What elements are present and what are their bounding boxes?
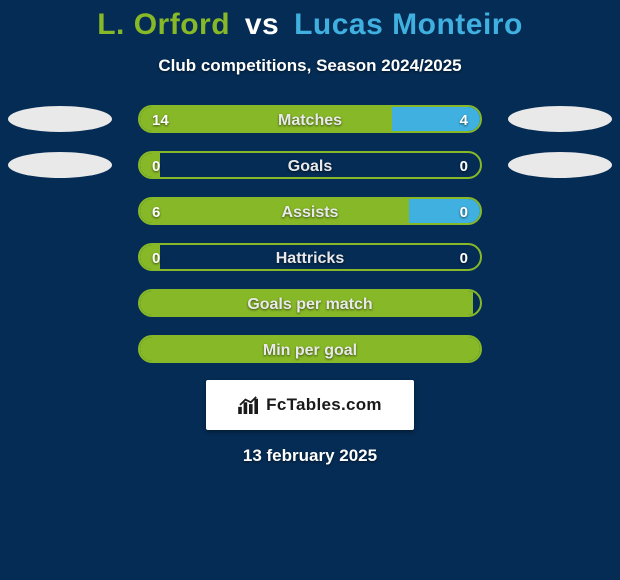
stat-value-left: 0: [140, 153, 172, 179]
chart-icon: [238, 396, 260, 414]
player2-name: Lucas Monteiro: [294, 8, 523, 41]
stat-value-right: 0: [448, 199, 480, 225]
logo-text: FcTables.com: [266, 395, 382, 415]
logo-badge[interactable]: FcTables.com: [206, 380, 414, 430]
avatar-ellipse-left: [8, 106, 112, 132]
stat-row: Hattricks0 0: [0, 242, 620, 272]
stat-value-right: 0: [448, 153, 480, 179]
stat-bar: Hattricks0 0: [138, 243, 482, 271]
stat-row: Assists6 0: [0, 196, 620, 226]
avatar-ellipse-right: [508, 106, 612, 132]
stat-value-right: 0: [448, 245, 480, 271]
stat-row: Matches14 4: [0, 104, 620, 134]
stat-bar: Assists6 0: [138, 197, 482, 225]
avatar-ellipse-left: [8, 152, 112, 178]
stat-bar: Goals0 0: [138, 151, 482, 179]
stat-value-right: 4: [448, 107, 480, 133]
snapshot-date: 13 february 2025: [0, 446, 620, 466]
stat-label: Hattricks: [140, 245, 480, 271]
stat-label: Assists: [140, 199, 480, 225]
vs-label: vs: [245, 8, 279, 41]
stat-label: Matches: [140, 107, 480, 133]
stat-rows: Matches144Goals00Assists60Hattricks00Goa…: [0, 104, 620, 364]
stat-bar: Matches14 4: [138, 105, 482, 133]
stat-value-left: 0: [140, 245, 172, 271]
stat-value-left: 6: [140, 199, 172, 225]
stat-bar: Min per goal: [138, 335, 482, 363]
stat-row: Goals0 0: [0, 150, 620, 180]
stat-row: Min per goal: [0, 334, 620, 364]
stat-row: Goals per match: [0, 288, 620, 318]
logo-badge-inner: FcTables.com: [238, 395, 382, 415]
competition-subtitle: Club competitions, Season 2024/2025: [0, 56, 620, 76]
stat-label: Goals per match: [140, 291, 480, 317]
comparison-title: L. Orford vs Lucas Monteiro: [0, 0, 620, 42]
avatar-ellipse-right: [508, 152, 612, 178]
stat-label: Goals: [140, 153, 480, 179]
comparison-card: L. Orford vs Lucas Monteiro Club competi…: [0, 0, 620, 580]
stat-label: Min per goal: [140, 337, 480, 363]
stat-bar: Goals per match: [138, 289, 482, 317]
stat-value-left: 14: [140, 107, 181, 133]
player1-name: L. Orford: [97, 8, 230, 41]
